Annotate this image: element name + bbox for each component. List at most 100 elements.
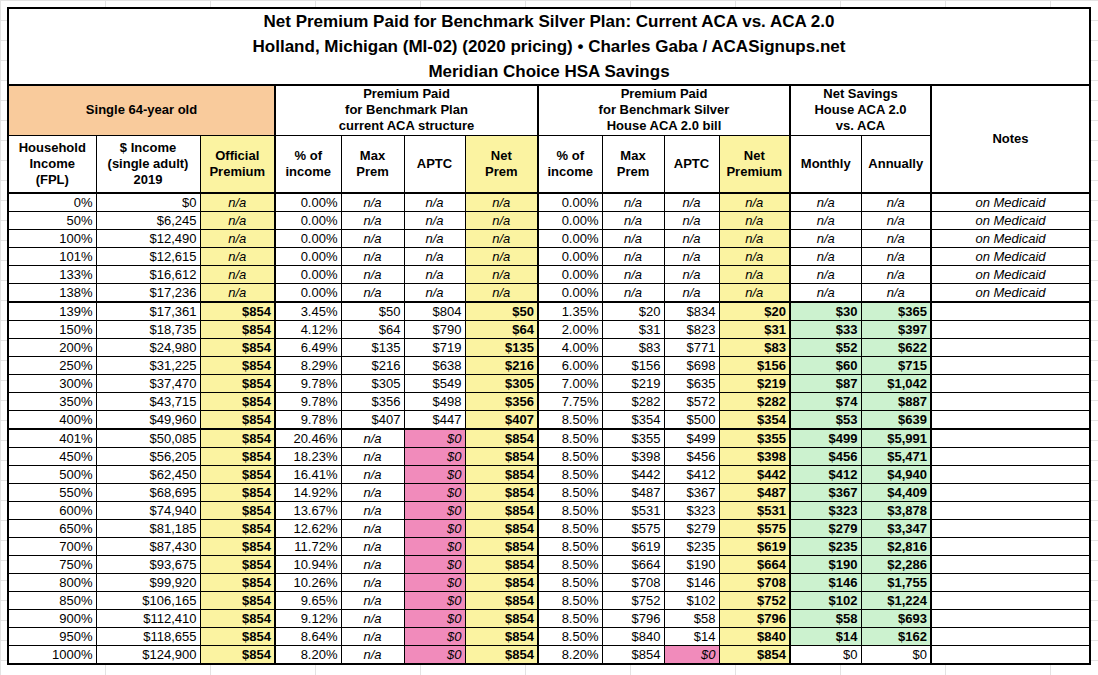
cell-income: $62,450 [96,466,200,484]
cell-notes [931,429,1090,448]
cell-official-premium: $854 [200,448,275,466]
cell-house-net-premium: $354 [719,411,790,430]
cell-savings-monthly: n/a [790,284,861,303]
cell-savings-annually: $2,286 [861,556,931,574]
cell-house-max-prem: $83 [602,339,664,357]
cell-house-net-premium: $282 [719,393,790,411]
cell-official-premium: $854 [200,520,275,538]
cell-savings-annually: n/a [861,284,931,303]
cell-house-max-prem: $20 [602,302,664,321]
cell-aca-aptc: $0 [404,466,465,484]
cell-savings-monthly: $87 [790,375,861,393]
cell-official-premium: n/a [200,248,275,266]
cell-house-pct-income: 8.50% [538,466,602,484]
cell-fpl: 1000% [8,646,96,665]
col-header-income-2019: $ Income (single adult) 2019 [96,135,200,193]
cell-house-aptc: $190 [664,556,719,574]
cell-house-net-premium: n/a [719,230,790,248]
col-header-savings-monthly: Monthly [790,135,861,193]
cell-official-premium: n/a [200,212,275,230]
cell-savings-monthly: $456 [790,448,861,466]
cell-house-max-prem: $31 [602,321,664,339]
cell-house-aptc: n/a [664,193,719,212]
cell-house-net-premium: $531 [719,502,790,520]
col-header-house-net-premium: Net Premium [719,135,790,193]
cell-official-premium: $854 [200,393,275,411]
cell-house-aptc: $823 [664,321,719,339]
cell-house-max-prem: n/a [602,212,664,230]
cell-aca-max-prem: $135 [341,339,404,357]
col-header-aca-max-prem: Max Prem [341,135,404,193]
cell-income: $124,900 [96,646,200,665]
cell-aca-pct-income: 13.67% [275,502,341,520]
cell-house-aptc: $58 [664,610,719,628]
cell-fpl: 450% [8,448,96,466]
cell-house-aptc: $771 [664,339,719,357]
cell-house-aptc: $279 [664,520,719,538]
cell-savings-monthly: $367 [790,484,861,502]
cell-house-aptc: n/a [664,230,719,248]
cell-house-pct-income: 6.00% [538,357,602,375]
cell-fpl: 139% [8,302,96,321]
table-row: 450%$56,205$85418.23%n/a$0$8548.50%$398$… [8,448,1090,466]
cell-savings-annually: n/a [861,212,931,230]
cell-fpl: 750% [8,556,96,574]
cell-house-pct-income: 8.50% [538,502,602,520]
table-row: 950%$118,655$8548.64%n/a$0$8548.50%$840$… [8,628,1090,646]
cell-savings-monthly: n/a [790,248,861,266]
cell-notes [931,375,1090,393]
cell-notes: on Medicaid [931,266,1090,284]
cell-house-max-prem: $531 [602,502,664,520]
cell-aca-aptc: $790 [404,321,465,339]
cell-official-premium: $854 [200,592,275,610]
cell-house-net-premium: $840 [719,628,790,646]
cell-official-premium: $854 [200,556,275,574]
cell-house-net-premium: $442 [719,466,790,484]
cell-aca-net-prem: $64 [465,321,538,339]
cell-house-max-prem: $840 [602,628,664,646]
cell-savings-annually: $4,409 [861,484,931,502]
cell-house-aptc: $698 [664,357,719,375]
cell-aca-net-prem: n/a [465,193,538,212]
cell-house-pct-income: 0.00% [538,284,602,303]
cell-aca-pct-income: 9.65% [275,592,341,610]
cell-fpl: 150% [8,321,96,339]
cell-aca-pct-income: 8.20% [275,646,341,665]
cell-house-max-prem: n/a [602,266,664,284]
cell-fpl: 200% [8,339,96,357]
cell-aca-aptc: n/a [404,230,465,248]
table-row: 650%$81,185$85412.62%n/a$0$8548.50%$575$… [8,520,1090,538]
cell-aca-max-prem: n/a [341,592,404,610]
cell-aca-max-prem: n/a [341,484,404,502]
cell-income: $24,980 [96,339,200,357]
cell-house-aptc: $456 [664,448,719,466]
cell-aca-aptc: $0 [404,628,465,646]
cell-income: $99,920 [96,574,200,592]
cell-house-max-prem: $664 [602,556,664,574]
cell-fpl: 401% [8,429,96,448]
cell-house-pct-income: 8.50% [538,538,602,556]
cell-savings-annually: n/a [861,266,931,284]
cell-notes: on Medicaid [931,212,1090,230]
cell-income: $81,185 [96,520,200,538]
cell-savings-annually: n/a [861,248,931,266]
cell-house-pct-income: 8.20% [538,646,602,665]
cell-house-max-prem: $796 [602,610,664,628]
cell-aca-pct-income: 12.62% [275,520,341,538]
table-row: 50%$6,245n/a0.00%n/an/an/a0.00%n/an/an/a… [8,212,1090,230]
cell-house-pct-income: 0.00% [538,230,602,248]
cell-notes [931,411,1090,430]
cell-house-pct-income: 0.00% [538,193,602,212]
cell-notes [931,466,1090,484]
cell-official-premium: $854 [200,484,275,502]
cell-aca-max-prem: $407 [341,411,404,430]
cell-savings-annually: $1,224 [861,592,931,610]
col-header-aca-net-prem: Net Prem [465,135,538,193]
col-header-house-pct-income: % of income [538,135,602,193]
cell-aca-aptc: $0 [404,646,465,665]
cell-aca-net-prem: n/a [465,212,538,230]
cell-notes [931,538,1090,556]
cell-aca-net-prem: n/a [465,284,538,303]
cell-savings-monthly: $499 [790,429,861,448]
cell-notes [931,321,1090,339]
